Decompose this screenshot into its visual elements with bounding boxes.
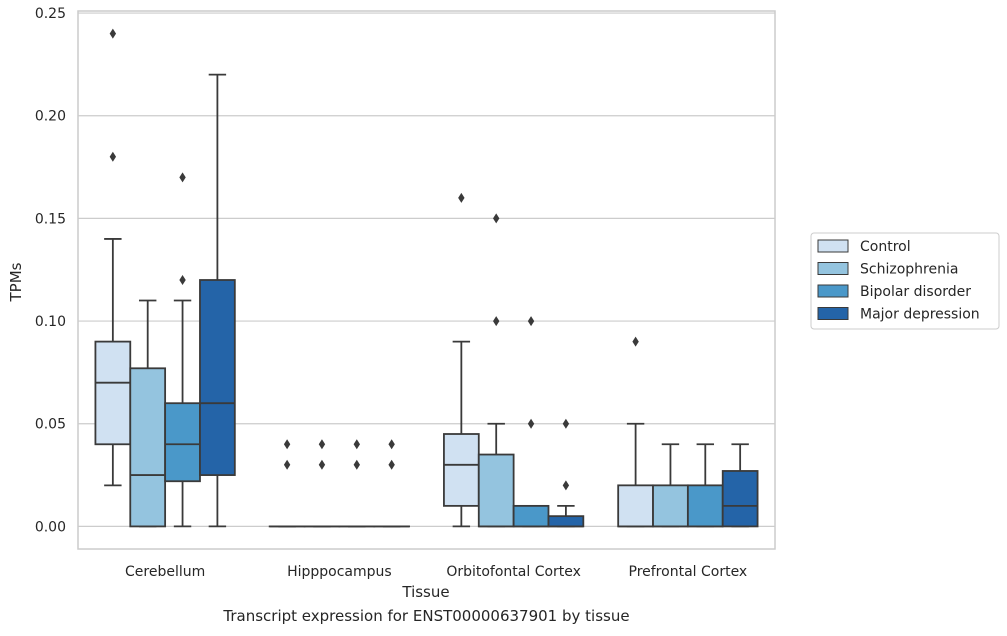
box-plots xyxy=(94,28,759,528)
outlier-point xyxy=(283,439,291,450)
legend: Control Schizophrenia Bipolar disorder Majo… xyxy=(810,232,1000,330)
plot-area xyxy=(77,10,776,550)
box-plot xyxy=(652,443,689,528)
x-tick-label: Orbitofontal Cortex xyxy=(446,564,581,580)
box-plot xyxy=(686,443,724,528)
legend-swatch xyxy=(817,307,849,320)
box-plot xyxy=(94,28,132,487)
chart-caption: Transcript expression for ENST0000063790… xyxy=(223,607,630,625)
outlier-point xyxy=(318,459,326,470)
plot-border xyxy=(77,10,776,550)
box xyxy=(686,484,724,528)
box-plot xyxy=(164,172,201,528)
outlier-point xyxy=(109,151,117,162)
legend-label: Bipolar disorder xyxy=(860,284,971,300)
box xyxy=(443,433,480,507)
box xyxy=(512,504,550,528)
legend-swatch xyxy=(817,239,849,253)
box-plot xyxy=(617,336,654,528)
y-tick-label: 0.00 xyxy=(35,519,66,535)
outlier-point xyxy=(388,459,395,470)
box xyxy=(94,340,132,446)
box-plot xyxy=(512,316,550,528)
y-tick-label: 0.20 xyxy=(35,109,66,125)
box-plot xyxy=(268,439,306,528)
x-axis-label: Tissue xyxy=(401,583,449,601)
box-plot xyxy=(443,192,480,528)
legend-swatch xyxy=(817,262,849,275)
legend-label: Schizophrenia xyxy=(860,262,958,278)
y-tick-label: 0.05 xyxy=(35,417,66,433)
box-plot xyxy=(199,73,236,528)
outlier-point xyxy=(283,459,291,470)
box-plot xyxy=(129,299,167,528)
box xyxy=(164,402,201,483)
box-plot xyxy=(373,439,410,528)
box xyxy=(547,515,585,528)
box xyxy=(199,279,236,476)
legend-swatch xyxy=(817,284,849,298)
legend-label: Control xyxy=(860,239,911,255)
legend-box xyxy=(810,232,1000,330)
box-plot xyxy=(547,418,585,528)
outlier-point xyxy=(353,439,360,450)
outlier-point xyxy=(562,418,570,429)
outlier-point xyxy=(562,480,570,491)
outlier-point xyxy=(179,172,186,183)
x-tick-label: Prefrontal Cortex xyxy=(629,564,748,580)
box-plot xyxy=(721,443,759,528)
x-tick-label: Hipppocampus xyxy=(287,564,392,580)
box-plot xyxy=(338,439,376,528)
box xyxy=(617,484,654,528)
box xyxy=(652,484,689,528)
outlier-point xyxy=(388,439,395,450)
box xyxy=(129,367,167,528)
box xyxy=(477,453,515,528)
y-tick-label: 0.10 xyxy=(35,314,66,330)
outlier-point xyxy=(109,28,117,39)
outlier-point xyxy=(458,192,465,203)
y-tick-label: 0.25 xyxy=(35,6,66,22)
outlier-point xyxy=(493,316,500,327)
outlier-point xyxy=(632,336,639,347)
box xyxy=(721,470,759,528)
y-axis-ticks: 0.00 0.05 0.10 0.15 0.20 0.25 xyxy=(35,6,66,535)
outlier-point xyxy=(493,213,500,224)
y-tick-label: 0.15 xyxy=(35,211,66,227)
outlier-point xyxy=(527,418,535,429)
legend-label: Major depression xyxy=(860,307,980,323)
outlier-point xyxy=(318,439,326,450)
box-plot xyxy=(477,213,515,528)
box-plot xyxy=(303,439,341,528)
y-axis-label: TPMs xyxy=(7,262,25,302)
outlier-point xyxy=(527,316,535,327)
x-axis-ticks: Cerebellum Hipppocampus Orbitofontal Corte… xyxy=(125,564,747,580)
outlier-point xyxy=(353,459,360,470)
outlier-point xyxy=(179,275,186,285)
x-tick-label: Cerebellum xyxy=(125,564,205,580)
